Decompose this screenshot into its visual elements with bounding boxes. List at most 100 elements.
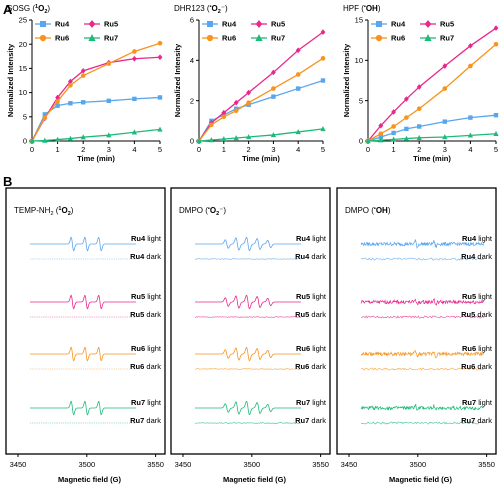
square-marker	[157, 95, 163, 100]
circle-marker	[320, 56, 326, 61]
title-span: 1	[58, 206, 61, 212]
dark-spectrum	[194, 316, 301, 318]
title-span: •	[374, 206, 376, 212]
x-tick-label: 4	[468, 145, 472, 154]
title-span: Ru7	[462, 398, 476, 407]
diamond-marker	[80, 67, 86, 74]
triangle-marker	[131, 129, 138, 135]
circle-marker	[468, 63, 473, 69]
diamond-marker	[442, 63, 448, 69]
title-span: O	[212, 4, 218, 13]
triangle-marker	[196, 138, 202, 144]
title-span: dark	[144, 416, 161, 425]
y-tick-label: 4	[190, 56, 194, 65]
x-tick-label: 1	[56, 145, 60, 154]
legend-label: Ru4	[222, 20, 237, 29]
diamond-marker	[131, 55, 137, 62]
x-tick-label: 3	[443, 145, 447, 154]
x-tick-label: 3500	[243, 460, 260, 469]
title-span: dark	[475, 416, 492, 425]
triangle-marker	[42, 137, 48, 143]
diamond-marker	[55, 94, 61, 101]
triangle-marker	[67, 135, 74, 141]
circle-marker	[442, 86, 448, 91]
x-tick-label: 3450	[10, 460, 27, 469]
dark-label: Ru5 dark	[295, 310, 326, 319]
title-span: ⁻)	[219, 206, 226, 215]
series-line	[198, 79, 324, 142]
square-marker	[132, 96, 137, 102]
light-spectrum	[360, 297, 485, 307]
diamond-marker	[391, 109, 397, 115]
circle-marker	[233, 108, 239, 114]
circle-marker	[246, 100, 251, 105]
title-span: light	[145, 344, 162, 353]
diamond-marker	[88, 20, 96, 28]
title-span: O	[210, 206, 216, 215]
y-axis-label: Normalized Intensity	[342, 43, 351, 117]
legend-entry-ru5: Ru5	[251, 20, 285, 29]
title-span: 2	[218, 9, 221, 15]
circle-marker	[416, 106, 422, 112]
chart-title: HPF (•OH)	[343, 4, 381, 13]
dark-label: Ru7 dark	[295, 416, 326, 425]
epr-title: DMPO (•O2⁻)	[179, 206, 226, 217]
x-tick-label: 4	[296, 145, 300, 154]
triangle-marker	[221, 136, 227, 142]
triangle-marker	[157, 126, 163, 132]
title-span: dark	[309, 310, 326, 319]
dark-spectrum	[360, 421, 485, 425]
title-span: 2	[50, 211, 53, 217]
legend-entry-ru6: Ru6	[371, 34, 405, 43]
y-tick-label: 25	[19, 16, 27, 25]
triangle-marker	[106, 132, 112, 138]
circle-marker	[493, 41, 499, 47]
diamond-marker	[320, 29, 326, 35]
circle-marker	[68, 83, 73, 88]
title-span: Ru4	[131, 234, 146, 243]
title-span: Ru7	[130, 416, 144, 425]
x-tick-label: 3	[107, 145, 111, 154]
title-span: dark	[144, 362, 161, 371]
title-span: O	[38, 4, 44, 13]
square-marker	[378, 134, 383, 140]
line-chart-3: HPF (•OH) 0 5 10 15 0 1 2 3 4 5 Time (min) Normalize…	[342, 4, 499, 163]
title-span: Ru7	[131, 398, 145, 407]
light-label: Ru4 light	[462, 234, 493, 243]
panel-label-a: A	[3, 2, 13, 17]
series-ru7	[365, 130, 499, 144]
x-tick-label: 4	[132, 145, 136, 154]
title-span: Ru5	[462, 292, 476, 301]
title-span: )	[71, 206, 74, 215]
title-span: Ru5	[131, 292, 145, 301]
square-marker	[404, 126, 409, 132]
series-ru4	[365, 112, 499, 144]
x-axis-label: Time (min)	[413, 154, 451, 163]
dark-spectrum	[360, 257, 485, 261]
y-tick-label: 0	[359, 137, 363, 146]
legend-label: Ru6	[222, 34, 236, 43]
dark-spectrum	[194, 258, 302, 260]
triangle-marker	[54, 136, 61, 142]
circle-marker	[39, 34, 47, 42]
triangle-marker	[233, 135, 239, 141]
series-line	[31, 96, 161, 142]
triangle-marker	[270, 132, 277, 138]
light-spectrum	[30, 236, 136, 252]
legend-label: Ru5	[271, 20, 285, 29]
title-span: light	[476, 344, 493, 353]
x-axis-label: Time (min)	[242, 154, 280, 163]
light-spectrum	[360, 403, 484, 411]
diamond-marker	[467, 42, 473, 49]
triangle-marker	[403, 135, 410, 141]
x-tick-label: 0	[30, 145, 34, 154]
circle-marker	[271, 86, 276, 91]
title-span: light	[310, 234, 327, 243]
title-span: dark	[144, 252, 161, 261]
